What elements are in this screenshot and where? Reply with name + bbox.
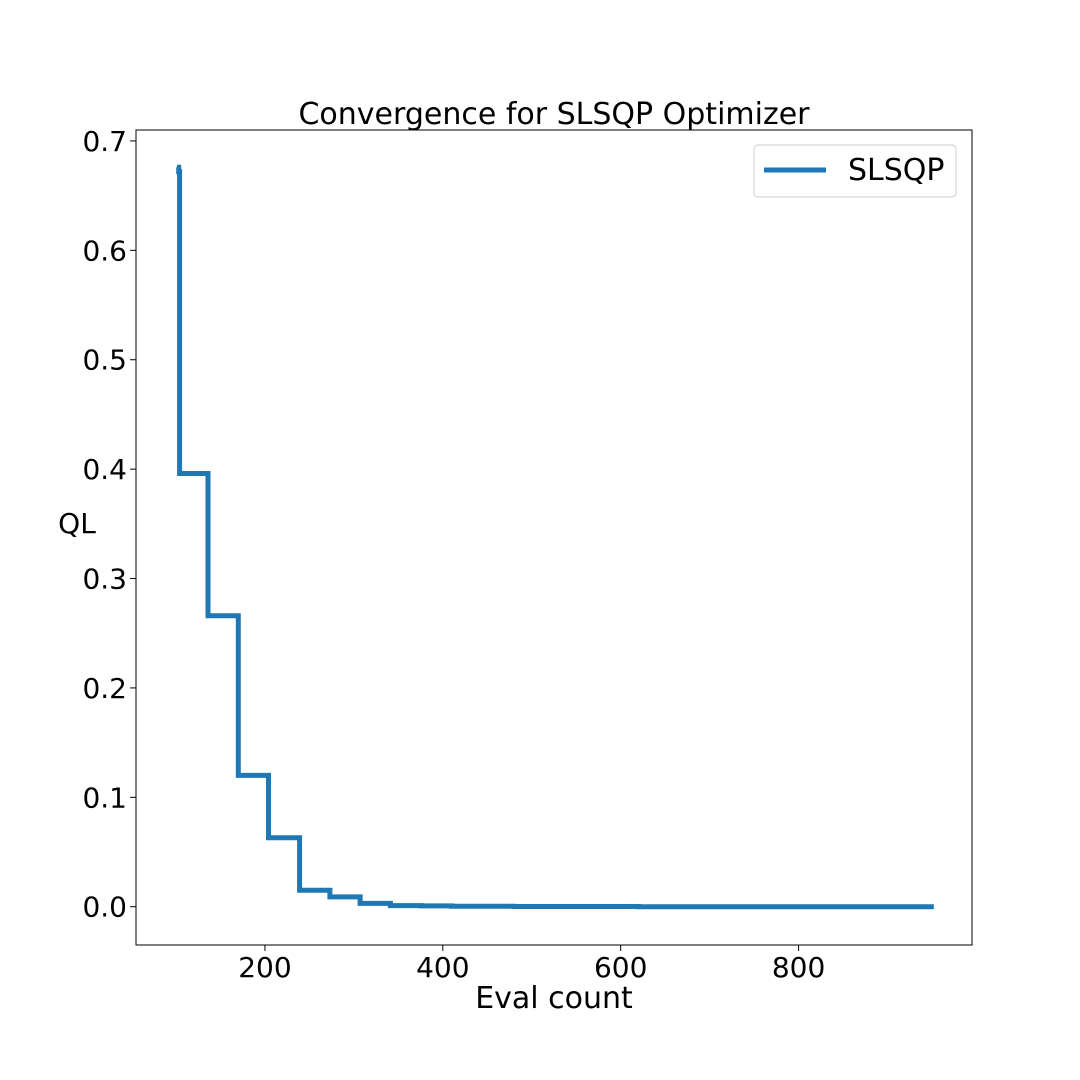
x-tick-label: 600: [594, 951, 647, 984]
x-tick-label: 800: [772, 951, 825, 984]
chart-title: Convergence for SLSQP Optimizer: [298, 97, 810, 132]
series-line-slsqp: [176, 164, 934, 910]
y-axis-label: QL: [58, 507, 96, 540]
x-tick-label: 200: [238, 951, 291, 984]
legend: SLSQP: [753, 144, 957, 198]
y-axis-ticks: 0.0 0.1 0.2 0.3 0.4 0.5 0.6 0.7: [82, 125, 136, 924]
x-tick-label: 400: [416, 951, 469, 984]
x-axis-label: Eval count: [475, 981, 633, 1016]
y-tick-label: 0.6: [82, 234, 127, 267]
plot-area-frame: [135, 129, 973, 946]
y-tick-label: 0.4: [82, 453, 127, 486]
y-tick-label: 0.7: [82, 125, 127, 158]
y-tick-label: 0.3: [82, 563, 127, 596]
legend-box: [753, 144, 957, 198]
y-tick-label: 0.1: [82, 781, 127, 814]
legend-label-slsqp: SLSQP: [848, 153, 945, 188]
y-tick-label: 0.5: [82, 344, 127, 377]
series-layer: [176, 164, 934, 910]
y-tick-label: 0.2: [82, 672, 127, 705]
y-tick-label: 0.0: [82, 891, 127, 924]
x-axis-ticks: 200 400 600 800: [238, 945, 825, 984]
